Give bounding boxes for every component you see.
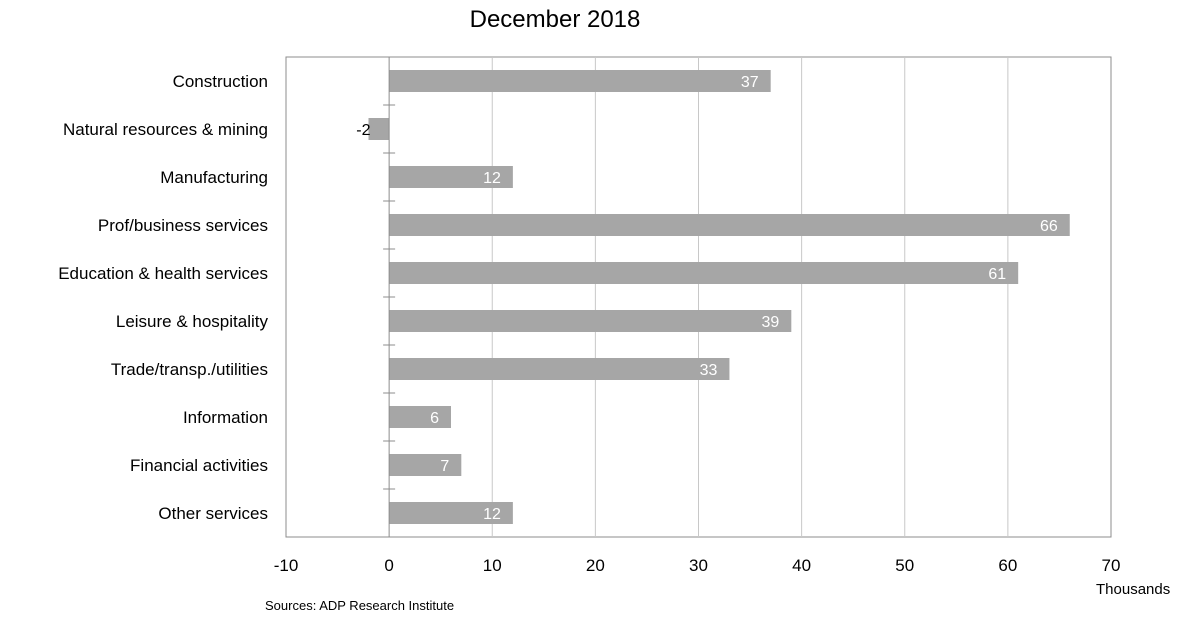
bar <box>389 310 792 332</box>
data-label: 61 <box>988 266 1006 283</box>
category-label: Natural resources & mining <box>63 120 268 139</box>
x-tick-label: 30 <box>689 556 708 575</box>
category-label: Trade/transp./utilities <box>111 360 268 379</box>
bar <box>389 358 730 380</box>
data-label: 39 <box>762 314 780 331</box>
data-label: 37 <box>741 74 759 91</box>
data-label: 66 <box>1040 218 1058 235</box>
x-tick-label: 20 <box>586 556 605 575</box>
labels: -10 0 10 20 30 40 50 60 70 Construction 37 Natural … <box>58 72 1120 575</box>
bars <box>368 70 1070 524</box>
bar <box>389 70 771 92</box>
bar <box>389 214 1070 236</box>
gridlines <box>285 56 1112 538</box>
category-label: Manufacturing <box>160 168 268 187</box>
data-label: 33 <box>700 362 718 379</box>
x-tick-label: -10 <box>274 556 299 575</box>
bar <box>389 406 451 428</box>
category-label: Leisure & hospitality <box>116 312 269 331</box>
bar <box>389 262 1019 284</box>
category-label: Construction <box>173 72 268 91</box>
x-tick-label: 70 <box>1102 556 1121 575</box>
bar <box>368 118 390 140</box>
category-label: Financial activities <box>130 456 268 475</box>
data-label: 12 <box>483 506 501 523</box>
data-label: 12 <box>483 170 501 187</box>
data-label: 6 <box>430 410 439 427</box>
x-tick-label: 60 <box>998 556 1017 575</box>
x-tick-label: 40 <box>792 556 811 575</box>
bar <box>389 502 513 524</box>
x-axis-unit-label: Thousands <box>1096 581 1171 598</box>
chart-title: December 2018 <box>469 6 641 33</box>
bar <box>389 166 513 188</box>
category-label: Education & health services <box>58 264 268 283</box>
x-tick-label: 10 <box>483 556 502 575</box>
bar <box>389 454 462 476</box>
category-label: Information <box>183 408 268 427</box>
category-label: Prof/business services <box>98 216 268 235</box>
source-note: Sources: ADP Research Institute <box>265 598 455 613</box>
data-label: -2 <box>356 122 370 139</box>
data-label: 7 <box>440 458 449 475</box>
axes <box>383 56 396 538</box>
category-label: Other services <box>158 504 268 523</box>
x-tick-label: 0 <box>384 556 393 575</box>
x-tick-label: 50 <box>895 556 914 575</box>
